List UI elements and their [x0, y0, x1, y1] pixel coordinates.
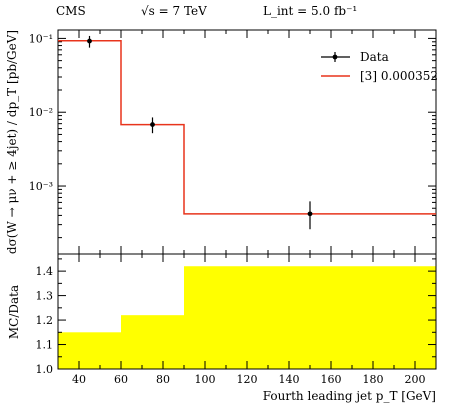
ratio-y-tick-label: 1.0 [36, 363, 54, 376]
main-y-tick-label: 10⁻³ [29, 180, 53, 193]
main-y-tick-label: 10⁻² [29, 106, 53, 119]
ratio-bar [184, 266, 436, 369]
main-y-tick-label: 10⁻¹ [29, 32, 53, 45]
ratio-y-tick-label: 1.4 [36, 265, 54, 278]
ratio-x-tick-label: 100 [195, 373, 216, 386]
main-plot-panel: 10⁻¹ 10⁻² 10⁻³ Data [3] 0.000352 [29, 29, 438, 255]
ratio-y-tick-label: 1.2 [36, 314, 54, 327]
ratio-x-tick-label: 60 [114, 373, 128, 386]
luminosity-label: L_int = 5.0 fb⁻¹ [263, 4, 357, 18]
data-point [307, 211, 313, 217]
legend-data-marker [332, 54, 338, 60]
legend: Data [3] 0.000352 [321, 50, 438, 83]
ratio-y-tick-label: 1.1 [36, 339, 54, 352]
y-axis-title-main: dσ(W → μν + ≥ 4jet) / dp_T [pb/GeV] [5, 30, 19, 254]
x-axis-title: Fourth leading jet p_T [GeV] [263, 389, 436, 403]
ratio-x-tick-label: 140 [279, 373, 300, 386]
ratio-bar [121, 315, 184, 369]
y-axis-title-ratio: MC/Data [7, 285, 21, 339]
ratio-x-tick-label: 120 [237, 373, 258, 386]
ratio-plot-panel: 1.0 1.1 1.2 1.3 1.4 40 60 80 100 120 140 160 180 200 [36, 253, 437, 386]
energy-label: √s = 7 TeV [141, 4, 207, 18]
ratio-x-tick-label: 200 [405, 373, 426, 386]
experiment-label: CMS [56, 4, 86, 18]
ratio-x-tick-label: 40 [72, 373, 86, 386]
data-point [150, 122, 155, 127]
mc-step-line [58, 39, 436, 215]
data-point [87, 38, 92, 44]
ratio-x-tick-label: 160 [321, 373, 342, 386]
legend-mc-label: [3] 0.000352 [360, 69, 438, 83]
ratio-bar [58, 332, 121, 369]
ratio-x-tick-label: 180 [363, 373, 384, 386]
legend-data-label: Data [360, 50, 389, 64]
ratio-y-tick-label: 1.3 [36, 290, 54, 303]
ratio-x-tick-label: 80 [156, 373, 170, 386]
